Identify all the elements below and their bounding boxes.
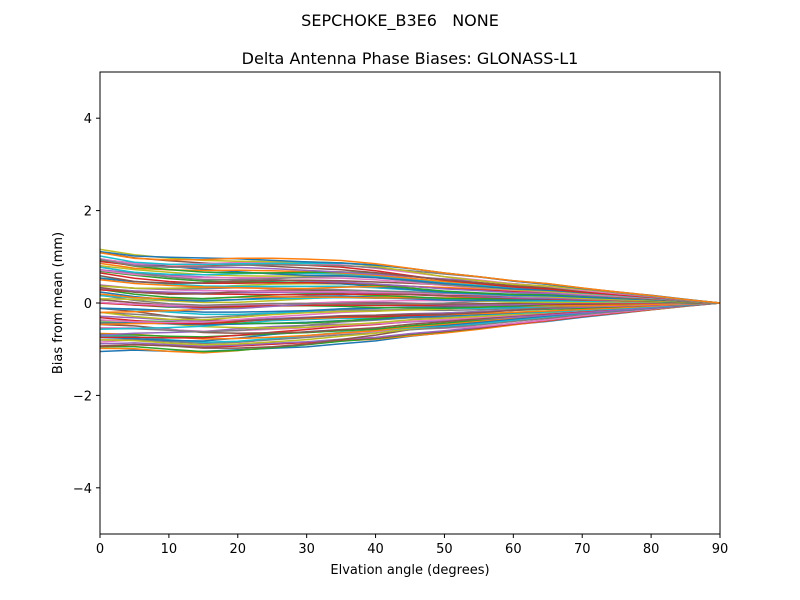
series-line — [99, 302, 720, 309]
y-tick-label: 4 — [84, 112, 92, 127]
chart-title: Delta Antenna Phase Biases: GLONASS-L1 — [242, 49, 579, 68]
x-tick-label: 40 — [367, 542, 384, 557]
x-tick-label: 20 — [230, 542, 247, 557]
x-tick-label: 50 — [436, 542, 453, 557]
x-axis-label: Elvation angle (degrees) — [330, 563, 489, 578]
x-tick-label: 60 — [505, 542, 522, 557]
x-axis: 0 10 20 30 40 50 60 70 80 90 — [96, 534, 728, 557]
x-tick-label: 30 — [298, 542, 315, 557]
series-line — [99, 251, 721, 304]
series-layer — [99, 248, 721, 354]
x-tick-label: 80 — [643, 542, 660, 557]
y-tick-label: −4 — [73, 482, 92, 497]
y-tick-label: 0 — [84, 297, 92, 312]
y-axis: −4 −2 0 2 4 — [73, 112, 100, 497]
y-axis-label: Bias from mean (mm) — [51, 232, 66, 374]
y-tick-label: 2 — [84, 205, 92, 220]
x-tick-label: 10 — [161, 542, 178, 557]
x-tick-label: 70 — [574, 542, 591, 557]
x-tick-label: 0 — [96, 542, 104, 557]
y-tick-label: −2 — [73, 389, 92, 404]
series-line — [99, 269, 721, 304]
x-tick-label: 90 — [712, 542, 729, 557]
figure-suptitle: SEPCHOKE_B3E6 NONE — [301, 11, 499, 31]
series-line — [99, 302, 721, 345]
